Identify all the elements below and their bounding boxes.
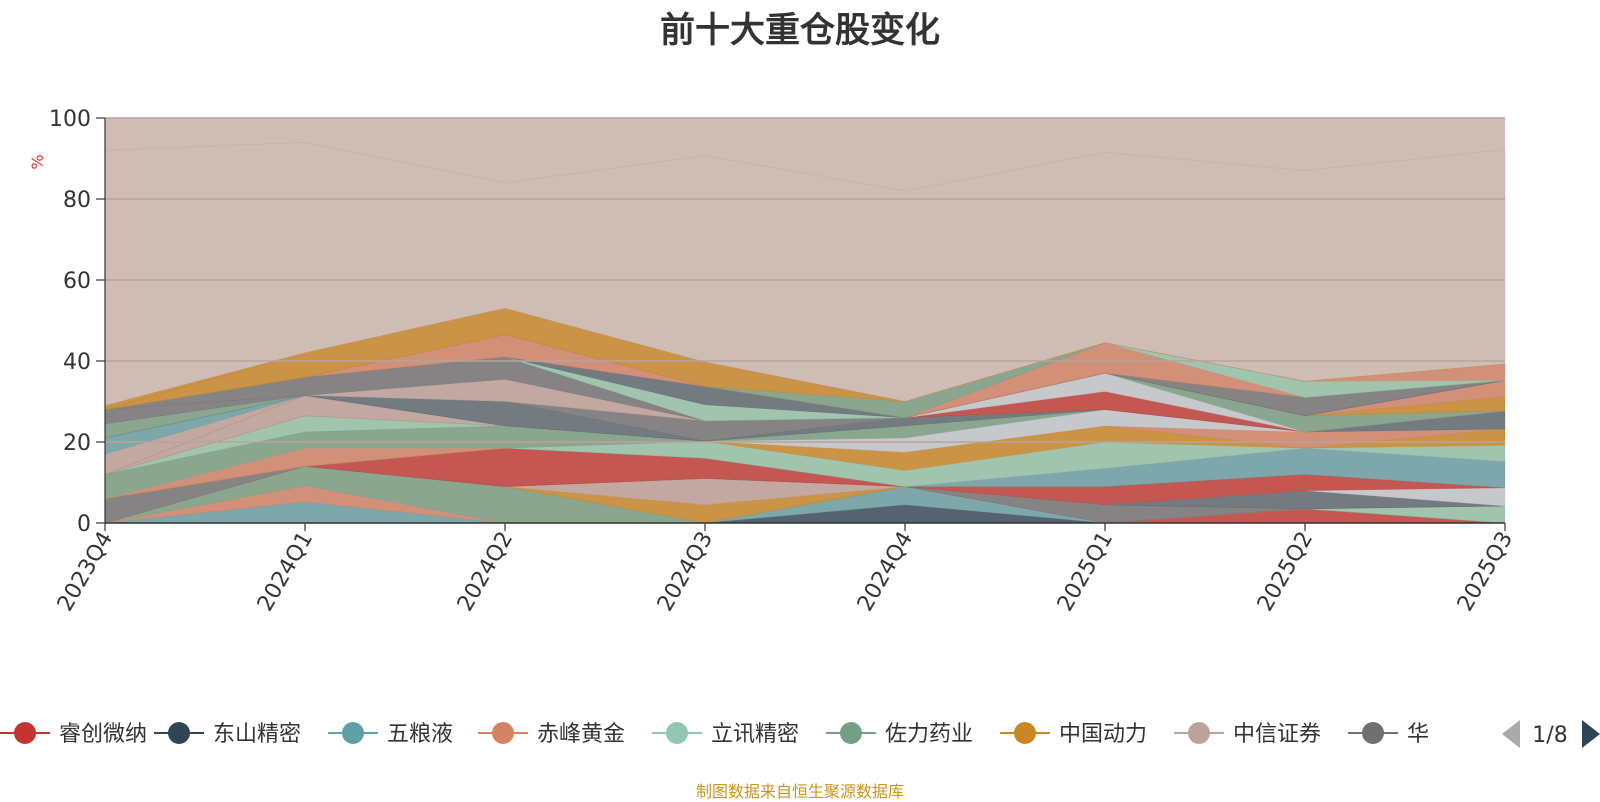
legend-item[interactable]: 华 [1348, 722, 1429, 747]
footer-source: 制图数据来自恒生聚源数据库 [695, 782, 904, 801]
y-axis-label: % [28, 154, 47, 169]
legend-marker [1014, 722, 1036, 744]
legend-marker [342, 722, 364, 744]
legend-label: 中国动力 [1059, 722, 1147, 747]
x-tick-label: 2024Q3 [653, 528, 718, 616]
y-tick-label: 20 [63, 431, 91, 456]
chart-title: 前十大重仓股变化 [659, 11, 940, 51]
legend-label: 立讯精密 [711, 722, 799, 747]
legend-marker [666, 722, 688, 744]
x-tick-label: 2025Q2 [1253, 528, 1318, 616]
legend-item[interactable]: 五粮液 [328, 722, 453, 747]
y-tick-label: 0 [77, 512, 91, 537]
legend-item[interactable]: 东山精密 [154, 722, 301, 747]
legend-next-icon[interactable] [1582, 720, 1600, 748]
y-tick-label: 60 [63, 269, 91, 294]
legend-marker [14, 722, 36, 744]
legend-item[interactable]: 中信证券 [1174, 722, 1321, 747]
legend-marker [1362, 722, 1384, 744]
legend-prev-icon[interactable] [1502, 720, 1520, 748]
x-tick-label: 2024Q2 [453, 528, 518, 616]
x-tick-label: 2024Q1 [253, 528, 318, 616]
legend-label: 睿创微纳 [59, 722, 147, 747]
legend-page-indicator: 1/8 [1532, 723, 1567, 748]
legend-marker [1188, 722, 1210, 744]
area-series-rest[interactable] [104, 141, 1506, 406]
legend-marker [168, 722, 190, 744]
legend-label: 五粮液 [387, 722, 453, 747]
legend-item[interactable]: 立讯精密 [652, 722, 799, 747]
legend-item[interactable]: 佐力药业 [826, 722, 973, 747]
legend-label: 华 [1407, 722, 1429, 747]
legend-item[interactable]: 中国动力 [1000, 722, 1147, 747]
x-tick-label: 2024Q4 [853, 528, 918, 616]
legend[interactable]: 睿创微纳 东山精密 五粮液 赤峰黄金 立讯精密 佐力药业 中国动力 中信证券 华 1/8 [0, 720, 1600, 748]
legend-label: 中信证券 [1233, 722, 1321, 747]
legend-item[interactable]: 赤峰黄金 [478, 722, 625, 747]
legend-items: 睿创微纳 东山精密 五粮液 赤峰黄金 立讯精密 佐力药业 中国动力 中信证券 华 [0, 722, 1429, 747]
legend-label: 东山精密 [213, 722, 301, 747]
y-tick-label: 40 [63, 350, 91, 375]
legend-marker [492, 722, 514, 744]
y-tick-label: 80 [63, 188, 91, 213]
x-tick-label: 2025Q3 [1453, 528, 1518, 616]
legend-marker [840, 722, 862, 744]
x-tick-label: 2025Q1 [1053, 528, 1118, 616]
grid-lines [105, 117, 1505, 443]
x-tick-label: 2023Q4 [53, 528, 118, 616]
legend-label: 赤峰黄金 [537, 722, 625, 747]
area-series-group [104, 141, 1506, 524]
legend-label: 佐力药业 [885, 722, 973, 747]
legend-item[interactable]: 睿创微纳 [0, 722, 147, 747]
y-tick-label: 100 [49, 107, 91, 132]
